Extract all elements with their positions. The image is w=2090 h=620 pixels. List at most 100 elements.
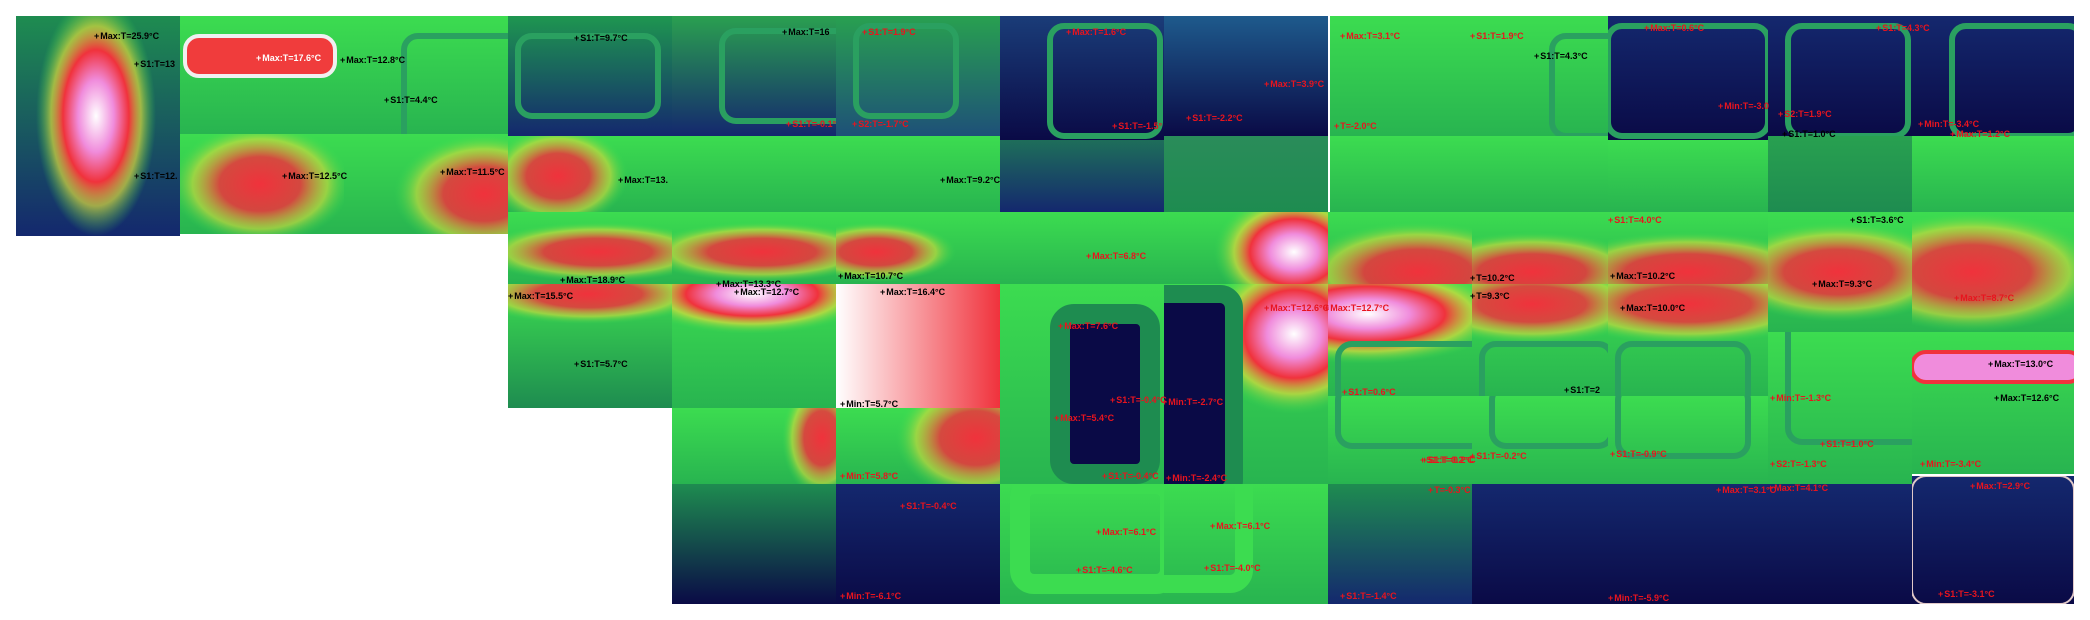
thermal-tile xyxy=(836,284,1000,408)
crosshair-icon: + xyxy=(1264,303,1270,313)
crosshair-icon: + xyxy=(880,287,886,297)
temperature-label: +Max:T=6.8°C xyxy=(1086,252,1146,261)
temperature-label: +S1:T=-3.1°C xyxy=(1938,590,1995,599)
temperature-label: +Max:T=12.6°C xyxy=(1994,394,2059,403)
temperature-value: Max:T=12.5°C xyxy=(288,171,348,181)
crosshair-icon: + xyxy=(1610,449,1616,459)
temperature-label: +Max:T=4.1°C xyxy=(1768,484,1828,493)
temperature-label: +Min:T=-2.4°C xyxy=(1166,474,1227,483)
temperature-label: +Max:T=6.1°C xyxy=(1096,528,1156,537)
temperature-label: +S1:T=1.0°C xyxy=(1820,440,1874,449)
temperature-value: S1:T=-0.4°C xyxy=(1116,395,1167,405)
temperature-value: S1:T=-1.5° xyxy=(1118,121,1163,131)
temperature-label: +Min:T=-3.0 xyxy=(1718,102,1769,111)
temperature-value: Max:T=18.9°C xyxy=(566,275,626,285)
crosshair-icon: + xyxy=(1918,119,1924,129)
thermal-tile xyxy=(672,284,836,408)
thermal-tile xyxy=(672,16,836,136)
temperature-value: S1:T=-0.2°C xyxy=(1476,451,1527,461)
thermal-tile xyxy=(1330,136,1472,212)
crosshair-icon: + xyxy=(340,55,346,65)
temperature-label: +S1:T=0.2°C xyxy=(1422,456,1476,465)
crosshair-icon: + xyxy=(1420,455,1426,465)
temperature-value: S1:T=12. xyxy=(140,171,178,181)
temperature-value: S1:T=4.4°C xyxy=(390,95,438,105)
temperature-value: Max:T=15.5°C xyxy=(514,291,574,301)
thermal-tile xyxy=(672,408,836,484)
temperature-value: S1:T=1.0°C xyxy=(1826,439,1874,449)
temperature-value: S1:T=4.3°C xyxy=(1540,51,1588,61)
crosshair-icon: + xyxy=(134,171,140,181)
temperature-label: +S1:T=4.0°C xyxy=(1608,216,1662,225)
crosshair-icon: + xyxy=(508,291,514,301)
temperature-label: +S1:T=9.7°C xyxy=(574,34,628,43)
thermal-tile xyxy=(1768,16,1912,136)
temperature-label: +T=-0.3°C xyxy=(1428,486,1471,495)
temperature-value: Min:T=5.7°C xyxy=(846,399,899,409)
crosshair-icon: + xyxy=(282,171,288,181)
crosshair-icon: + xyxy=(1644,23,1650,33)
temperature-value: T=-2.0°C xyxy=(1340,121,1377,131)
crosshair-icon: + xyxy=(574,33,580,43)
crosshair-icon: + xyxy=(1470,291,1476,301)
crosshair-icon: + xyxy=(1954,293,1960,303)
temperature-label: +T=9.3°C xyxy=(1470,292,1510,301)
temperature-value: S1:T=1.9°C xyxy=(868,27,916,37)
thermal-tile xyxy=(1608,284,1768,396)
thermal-tile xyxy=(1328,284,1472,396)
temperature-label: +Max:T=5.4°C xyxy=(1054,414,1114,423)
crosshair-icon: + xyxy=(1112,121,1118,131)
temperature-label: +S1:T=-0.2°C xyxy=(1470,452,1527,461)
crosshair-icon: + xyxy=(852,119,858,129)
thermal-tile xyxy=(16,16,180,236)
temperature-label: +Min:T=-2.7°C xyxy=(1162,398,1223,407)
temperature-value: S1:T=-4.0°C xyxy=(1210,563,1261,573)
crosshair-icon: + xyxy=(1610,271,1616,281)
crosshair-icon: + xyxy=(862,27,868,37)
temperature-label: +Max:T=12.5°C xyxy=(282,172,347,181)
thermal-tile xyxy=(1472,16,1608,136)
crosshair-icon: + xyxy=(1076,565,1082,575)
temperature-label: +Max:T=15.5°C xyxy=(508,292,573,301)
thermal-tile xyxy=(836,212,1000,284)
temperature-value: Min:T=-6.1°C xyxy=(846,591,902,601)
temperature-label: +S1:T=4.4°C xyxy=(384,96,438,105)
temperature-value: S1:T=3.6°C xyxy=(1856,215,1904,225)
temperature-label: +S1:T=-1.5° xyxy=(1112,122,1162,131)
temperature-label: +Min:T=-5.9°C xyxy=(1608,594,1669,603)
temperature-value: Max:T=3.1°C xyxy=(1722,485,1777,495)
crosshair-icon: + xyxy=(1210,521,1216,531)
temperature-label: +Max:T=1.2°C xyxy=(1950,130,2010,139)
temperature-value: Max:T=6.1°C xyxy=(1216,521,1271,531)
thermal-tile xyxy=(1472,136,1608,212)
thermal-tile xyxy=(344,134,508,234)
temperature-value: S1:T=0.2°C xyxy=(1426,455,1474,465)
temperature-label: +Max:T=18.9°C xyxy=(560,276,625,285)
crosshair-icon: + xyxy=(1166,473,1172,483)
temperature-value: S2:T=-1.3°C xyxy=(1776,459,1827,469)
temperature-value: Min:T=-3.0 xyxy=(1724,101,1770,111)
thermal-tile xyxy=(1912,212,2074,332)
thermal-tile xyxy=(508,284,672,408)
temperature-value: Min:T=5.8°C xyxy=(846,471,899,481)
temperature-value: S1:T=5.7°C xyxy=(580,359,628,369)
temperature-label: +Min:T=-1.3°C xyxy=(1770,394,1831,403)
thermal-tile xyxy=(1608,484,1768,604)
temperature-label: +Max:T=12.8°C xyxy=(340,56,405,65)
temperature-label: +S1:T=-4.0°C xyxy=(1204,564,1261,573)
temperature-value: Max:T=16 xyxy=(788,27,830,37)
crosshair-icon: + xyxy=(1938,589,1944,599)
temperature-value: Max:T=5.4°C xyxy=(1060,413,1115,423)
thermal-tile xyxy=(1768,332,1912,484)
crosshair-icon: + xyxy=(1470,31,1476,41)
thermal-tile xyxy=(1768,212,1912,332)
temperature-value: S1:T=-0.4°C xyxy=(906,501,957,511)
temperature-value: Max:T=2.9°C xyxy=(1976,481,2031,491)
temperature-value: Max:T=10.2°C xyxy=(1616,271,1676,281)
crosshair-icon: + xyxy=(900,501,906,511)
temperature-label: +S1:T=13 xyxy=(134,60,175,69)
temperature-value: Max:T=9.2°C xyxy=(946,175,1001,185)
crosshair-icon: + xyxy=(1768,483,1774,493)
temperature-label: +Max:T=13.0°C xyxy=(1988,360,2053,369)
crosshair-icon: + xyxy=(1620,303,1626,313)
